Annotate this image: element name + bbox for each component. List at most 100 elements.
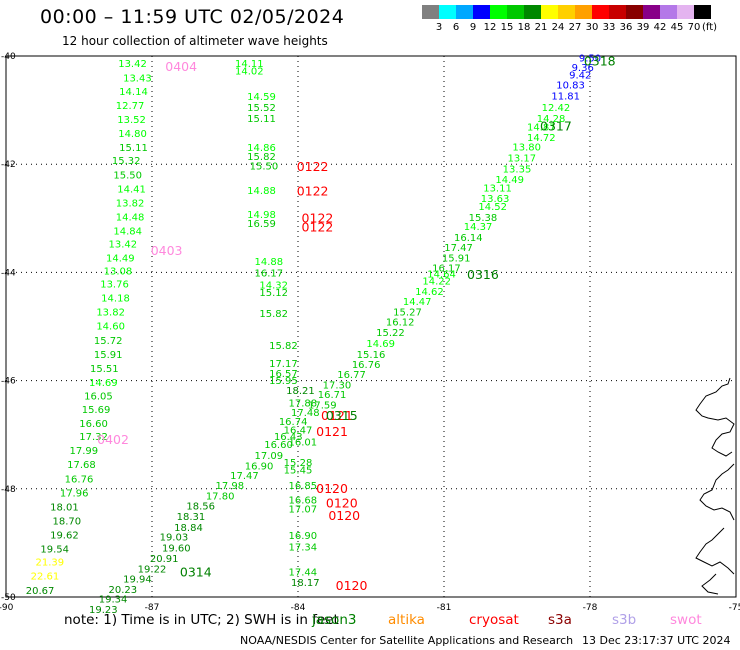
wave-height-label: 14.62: [415, 287, 444, 298]
wave-height-label: 19.03: [160, 533, 189, 544]
y-tick-label: -42: [1, 160, 16, 170]
colorbar-swatch: [490, 5, 507, 19]
colorbar-units: (ft): [702, 22, 718, 33]
pass-time-label: 0402: [97, 432, 129, 447]
credit-line: NOAA/NESDIS Center for Satellite Applica…: [240, 634, 574, 647]
wave-height-label: 17.68: [67, 460, 96, 471]
wave-height-label: 11.81: [551, 91, 580, 102]
wave-height-label: 16.74: [279, 417, 308, 428]
wave-height-label: 14.52: [478, 202, 507, 213]
wave-height-label: 14.64: [427, 269, 456, 280]
wave-height-label: 14.69: [89, 378, 118, 389]
wave-height-label: 16.17: [432, 263, 461, 274]
pass-time-label: 0122: [297, 183, 329, 198]
wave-height-label: 16.12: [386, 317, 415, 328]
colorbar-swatch: [439, 5, 456, 19]
y-tick-label: -40: [1, 52, 16, 62]
colorbar-tick-label: 21: [534, 22, 548, 33]
pass-time-label: 0122: [302, 219, 334, 234]
wave-height-label: 16.71: [318, 390, 347, 401]
wave-height-label: 14.14: [119, 87, 148, 98]
wave-height-label: 13.80: [512, 143, 541, 154]
colorbar-tick-label: 42: [653, 22, 667, 33]
wave-height-label: 19.22: [138, 565, 167, 576]
wave-height-label: 17.88: [289, 399, 318, 410]
wave-height-label: 16.76: [65, 474, 94, 485]
wave-height-label: 14.37: [464, 222, 493, 233]
wave-height-label: 14.80: [118, 129, 147, 140]
x-tick-label: -81: [437, 603, 452, 613]
colorbar-swatch: [609, 5, 626, 19]
satellite-legend-swot: swot: [670, 612, 702, 628]
wave-height-label: 16.01: [289, 438, 318, 449]
wave-height-label: 17.98: [216, 481, 245, 492]
colorbar-swatch: [456, 5, 473, 19]
wave-height-label: 15.82: [259, 309, 288, 320]
wave-height-label: 13.63: [481, 194, 510, 205]
wave-height-label: 15.28: [284, 458, 313, 469]
wave-height-label: 16.68: [289, 495, 318, 506]
pass-time-label: 0120: [336, 578, 368, 593]
wave-height-label: 16.17: [254, 269, 283, 280]
pass-time-label: 0121: [316, 424, 348, 439]
pass-time-label: 0316: [467, 267, 499, 282]
wave-height-label: 20.23: [108, 585, 137, 596]
wave-height-label: 14.72: [527, 133, 556, 144]
wave-height-label: 13.42: [108, 240, 137, 251]
wave-height-label: 16.57: [269, 369, 298, 380]
wave-height-label: 15.11: [247, 114, 276, 125]
satellite-legend-s3a: s3a: [548, 612, 572, 628]
wave-height-label: 14.02: [235, 66, 264, 77]
wave-height-label: 13.42: [118, 59, 147, 70]
wave-height-label: 15.51: [90, 364, 119, 375]
wave-height-label: 9.36: [572, 63, 594, 74]
wave-height-label: 18.17: [291, 578, 320, 589]
wave-height-label: 16.47: [284, 426, 313, 437]
x-tick-label: -90: [0, 603, 14, 613]
pass-time-label: 0122: [302, 210, 334, 225]
wave-height-label: 13.35: [503, 164, 532, 175]
pass-time-label: 0404: [165, 59, 197, 74]
wave-height-label: 14.47: [403, 297, 432, 308]
y-tick-label: -48: [1, 485, 16, 495]
wave-height-label: 19.34: [99, 594, 128, 605]
wave-height-label: 19.60: [162, 544, 191, 555]
wave-height-label: 17.17: [269, 359, 298, 370]
wave-height-label: 15.50: [250, 162, 279, 173]
colorbar-tick-label: 33: [602, 22, 616, 33]
wave-height-label: 16.60: [264, 440, 293, 451]
wave-height-label: 16.90: [245, 461, 274, 472]
wave-height-label: 15.50: [113, 170, 142, 181]
wave-height-label: 16.60: [79, 419, 108, 430]
wave-height-label: 17.48: [291, 408, 320, 419]
colorbar-tick-label: 24: [551, 22, 565, 33]
wave-height-label: 19.62: [50, 531, 79, 542]
wave-height-label: 15.91: [442, 254, 471, 265]
y-tick-label: -44: [1, 268, 16, 278]
colorbar-swatch: [643, 5, 660, 19]
colorbar-swatch: [677, 5, 694, 19]
wave-height-label: 14.41: [117, 184, 146, 195]
satellite-legend-s3b: s3b: [612, 612, 637, 628]
wave-height-label: 15.32: [112, 156, 141, 167]
wave-height-label: 14.18: [101, 294, 130, 305]
wave-height-label: 17.80: [206, 492, 235, 503]
colorbar-swatch: [422, 5, 439, 19]
pass-time-label: 0403: [151, 243, 183, 258]
wave-height-label: 20.67: [26, 586, 55, 597]
wave-height-label: 14.59: [247, 92, 276, 103]
wave-height-label: 14.69: [366, 339, 395, 350]
generated-timestamp: 13 Dec 23:17:37 UTC 2024: [582, 634, 731, 647]
wave-height-label: 21.39: [35, 558, 64, 569]
wave-height-label: 13.82: [116, 198, 145, 209]
colorbar-swatch: [592, 5, 609, 19]
wave-height-label: 15.16: [357, 350, 386, 361]
wave-height-label: 13.43: [123, 73, 152, 84]
wave-height-label: 14.98: [247, 210, 276, 221]
wave-height-label: 14.87: [527, 123, 556, 134]
wave-height-label: 16.14: [454, 233, 483, 244]
colorbar-swatch: [524, 5, 541, 19]
colorbar-swatch: [694, 5, 711, 19]
pass-time-label: 0315: [326, 408, 358, 423]
y-tick-label: -46: [1, 377, 16, 387]
